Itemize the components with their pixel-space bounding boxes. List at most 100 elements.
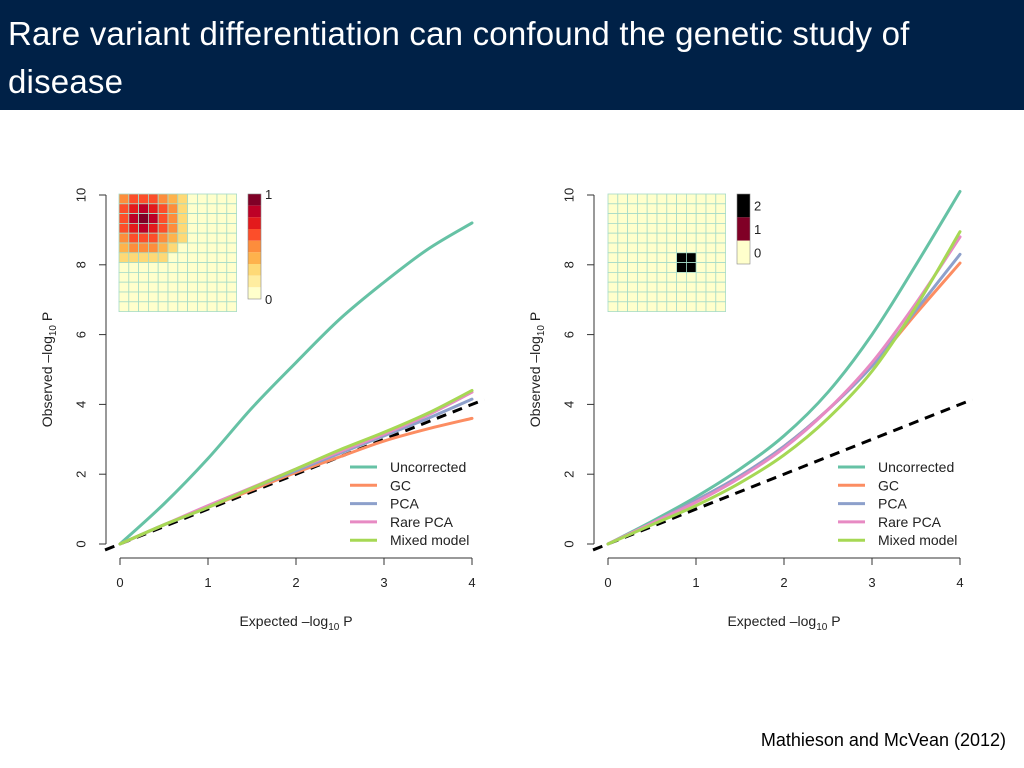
heatmap-cell (147, 291, 159, 303)
x-tick-label: 1 (692, 575, 699, 590)
heatmap-cell (118, 252, 130, 264)
heatmap-cell (715, 203, 726, 215)
heatmap-cell (167, 262, 179, 273)
heatmap-cell (206, 252, 218, 264)
heatmap-cell (617, 291, 628, 303)
heatmap-cell (695, 193, 707, 205)
heatmap-cell (226, 222, 238, 234)
citation: Mathieson and McVean (2012) (760, 730, 1006, 750)
heatmap-cell (177, 222, 189, 234)
heatmap-cell (118, 281, 130, 293)
heatmap-cell (157, 193, 169, 205)
heatmap-cell (607, 213, 619, 224)
series-line-rare-pca (606, 235, 962, 546)
heatmap-cell (686, 301, 697, 312)
x-tick-label: 3 (868, 575, 875, 590)
heatmap-cell (646, 281, 658, 293)
y-tick-label: 6 (73, 331, 88, 338)
heatmap-cell (637, 222, 648, 234)
heatmap-cell (118, 222, 130, 234)
heatmap-cell (128, 291, 140, 303)
heatmap-cell (167, 252, 179, 264)
color-scale: 10 (247, 187, 272, 307)
heatmap-cell (147, 262, 159, 273)
heatmap-cell (118, 271, 130, 283)
heatmap-cell (216, 203, 228, 215)
heatmap-cell (157, 213, 169, 224)
x-tick-label: 1 (204, 575, 211, 590)
heatmap-cell (118, 193, 130, 205)
heatmap-cell (617, 193, 628, 205)
heatmap-cell (206, 271, 218, 283)
heatmap-cell (617, 203, 628, 215)
heatmap-cell (187, 203, 198, 215)
heatmap-cell (128, 193, 140, 205)
heatmap-cell (216, 301, 228, 312)
null-line (104, 398, 485, 552)
series-line-mixed-model (118, 388, 474, 546)
heatmap-cell (676, 232, 687, 244)
color-scale-label: 0 (265, 292, 272, 307)
heatmap-cell (196, 262, 208, 273)
heatmap-cell (705, 222, 717, 234)
color-scale-step (248, 287, 261, 299)
heatmap-cell (656, 193, 668, 205)
heatmap-cell (617, 271, 628, 283)
heatmap-cell (676, 262, 687, 273)
y-tick-label: 6 (561, 331, 576, 338)
heatmap-cell (715, 193, 726, 205)
heatmap-cell (187, 222, 198, 234)
heatmap-cell (617, 262, 628, 273)
heatmap-cell (705, 213, 717, 224)
inset-heatmap (118, 193, 238, 312)
heatmap-cell (138, 232, 149, 244)
heatmap-cell (627, 301, 638, 312)
heatmap-cell (196, 222, 208, 234)
heatmap-cell (196, 232, 208, 244)
y-tick-label: 0 (561, 540, 576, 547)
y-tick-label: 0 (73, 540, 88, 547)
series-line-uncorrected (606, 190, 962, 546)
heatmap-cell (637, 291, 648, 303)
heatmap-cell (177, 193, 189, 205)
heatmap-cell (196, 242, 208, 254)
heatmap-cell (666, 222, 677, 234)
heatmap-cell (666, 291, 677, 303)
heatmap-cell (177, 281, 189, 293)
heatmap-cell (686, 252, 697, 264)
heatmap-cell (607, 271, 619, 283)
heatmap-cell (666, 213, 677, 224)
heatmap-cell (715, 222, 726, 234)
heatmap-cell (637, 203, 648, 215)
heatmap-cell (147, 281, 159, 293)
heatmap-cell (695, 291, 707, 303)
heatmap-cell (157, 252, 169, 264)
heatmap-cell (695, 252, 707, 264)
heatmap-cell (138, 193, 149, 205)
heatmap-cell (196, 271, 208, 283)
heatmap-cell (138, 203, 149, 215)
heatmap-cell (627, 291, 638, 303)
heatmap-cell (128, 232, 140, 244)
heatmap-cell (196, 301, 208, 312)
heatmap-cell (705, 291, 717, 303)
heatmap-cell (138, 291, 149, 303)
heatmap-cell (206, 222, 218, 234)
heatmap-cell (607, 281, 619, 293)
legend: Uncorrected GC PCA Rare PCA Mixed model (350, 459, 469, 548)
heatmap-cell (637, 213, 648, 224)
heatmap-cell (656, 203, 668, 215)
heatmap-cell (715, 301, 726, 312)
heatmap-cell (627, 281, 638, 293)
heatmap-cell (216, 213, 228, 224)
color-scale-step (248, 205, 261, 218)
color-scale-step (248, 275, 261, 288)
heatmap-cell (167, 213, 179, 224)
heatmap-cell (607, 232, 619, 244)
heatmap-cell (167, 242, 179, 254)
heatmap-cell (187, 262, 198, 273)
x-tick-label: 0 (116, 575, 123, 590)
heatmap-cell (627, 222, 638, 234)
